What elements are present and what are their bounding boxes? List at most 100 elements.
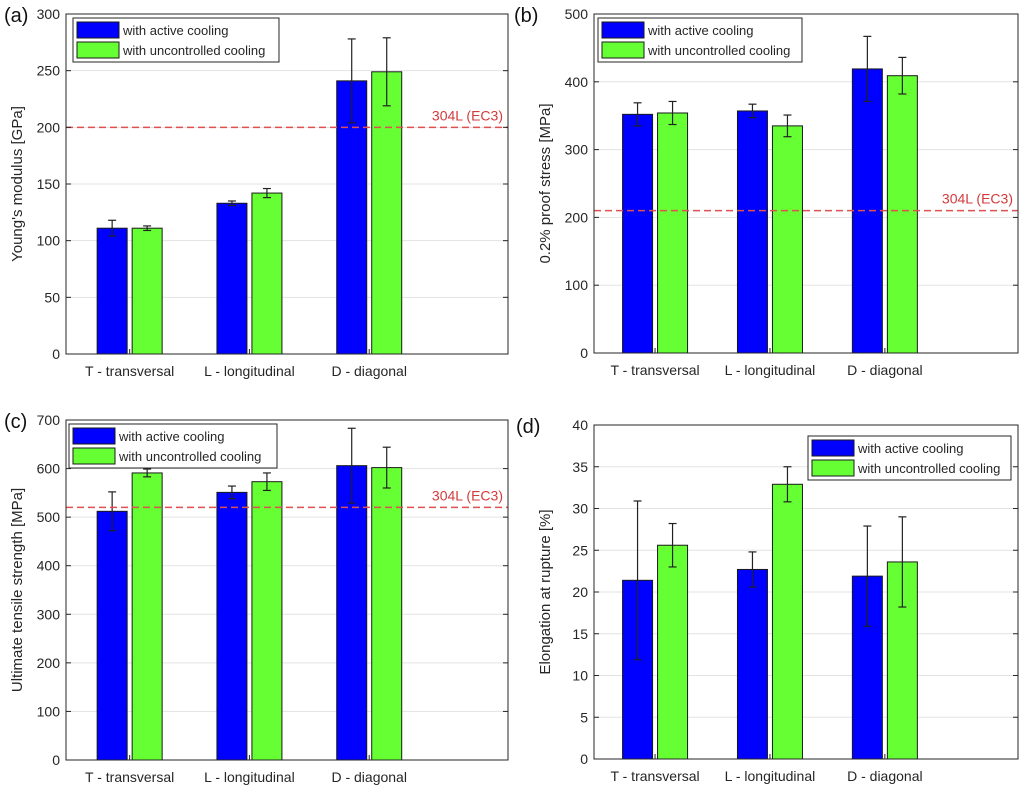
- x-tick-label: L - longitudinal: [725, 768, 816, 784]
- error-bar: [898, 56, 907, 95]
- legend-entry: with active cooling: [647, 23, 754, 38]
- y-tick-label: 200: [565, 209, 589, 225]
- bar-active-0: [96, 510, 128, 761]
- y-tick-label: 300: [37, 606, 61, 622]
- y-tick-label: 700: [37, 412, 61, 428]
- x-tick-label: T - transversal: [610, 768, 699, 784]
- legend-swatch-active: [601, 21, 645, 39]
- chart-panel-d: 0 5 10 15 20 25 30 35 40 T - transversal L - longi…: [516, 416, 1019, 784]
- error-bar: [633, 102, 642, 127]
- y-tick-label: 0: [580, 345, 588, 361]
- bar-active-1: [216, 491, 248, 761]
- bar-active-2: [851, 68, 883, 354]
- y-tick-label: 300: [37, 6, 61, 22]
- error-bar: [382, 37, 391, 107]
- y-tick-label: 0: [580, 751, 588, 767]
- bar-uncontrolled-0: [657, 544, 689, 760]
- axes-box: [593, 13, 1019, 354]
- legend-entry: with uncontrolled cooling: [122, 43, 265, 58]
- reference-line-label: 304L (EC3): [432, 487, 503, 503]
- y-tick-label: 30: [572, 501, 588, 517]
- x-tick-label: D - diagonal: [331, 769, 407, 785]
- error-bar: [863, 525, 872, 627]
- legend-swatch-uncontrolled: [72, 447, 116, 465]
- error-bar: [668, 522, 677, 568]
- bar-uncontrolled-1: [251, 192, 283, 355]
- panel-label: (a): [4, 5, 28, 27]
- error-bar: [347, 38, 356, 124]
- x-tick-label: L - longitudinal: [204, 769, 295, 785]
- error-bar: [143, 468, 152, 478]
- y-tick-label: 50: [44, 289, 60, 305]
- y-axis-label: Young's modulus [GPa]: [9, 106, 26, 262]
- error-bar: [108, 219, 117, 237]
- legend-entry: with uncontrolled cooling: [118, 449, 261, 464]
- reference-line-label: 304L (EC3): [432, 107, 503, 123]
- error-bar: [898, 516, 907, 608]
- legend-entry: with uncontrolled cooling: [647, 43, 790, 58]
- bar-active-0: [96, 227, 128, 355]
- bar-uncontrolled-0: [131, 472, 163, 761]
- y-tick-label: 100: [37, 703, 61, 719]
- y-tick-label: 150: [37, 176, 61, 192]
- y-tick-label: 20: [572, 584, 588, 600]
- bar-active-2: [336, 465, 368, 761]
- bar-uncontrolled-2: [371, 71, 403, 355]
- error-bar: [227, 485, 236, 500]
- bar-uncontrolled-1: [771, 125, 803, 354]
- bar-active-0: [622, 113, 654, 354]
- y-tick-label: 100: [565, 277, 589, 293]
- legend-entry: with uncontrolled cooling: [857, 461, 1000, 476]
- x-tick-label: T - transversal: [610, 362, 699, 378]
- panel-label: (b): [514, 5, 538, 27]
- y-tick-label: 0: [52, 752, 60, 768]
- chart-panel-b: 304L (EC3) 0 100 200 300 400 500 T - transversa…: [514, 5, 1019, 378]
- y-tick-label: 40: [572, 417, 588, 433]
- legend: with active cooling with uncontrolled coo…: [72, 17, 280, 63]
- bar-active-2: [336, 80, 368, 355]
- bar-uncontrolled-0: [131, 227, 163, 355]
- x-tick-label: L - longitudinal: [725, 362, 816, 378]
- bar-uncontrolled-2: [371, 467, 403, 761]
- error-bar: [748, 551, 757, 588]
- y-axis-label: 0.2% proof stress [MPa]: [537, 103, 554, 263]
- y-axis-label: Ultimate tensile strength [MPa]: [9, 488, 26, 692]
- y-tick-label: 250: [37, 63, 61, 79]
- y-tick-label: 35: [572, 459, 588, 475]
- error-bar: [382, 446, 391, 489]
- x-tick-label: D - diagonal: [847, 362, 923, 378]
- error-bar: [863, 35, 872, 103]
- panel-label: (c): [4, 411, 27, 433]
- y-tick-label: 500: [565, 6, 589, 22]
- y-tick-label: 300: [565, 142, 589, 158]
- bar-uncontrolled-1: [251, 481, 283, 761]
- y-tick-label: 400: [565, 74, 589, 90]
- error-bar: [748, 103, 757, 119]
- legend: with active cooling with uncontrolled coo…: [597, 17, 803, 63]
- legend-entry: with active cooling: [122, 23, 229, 38]
- legend-swatch-uncontrolled: [811, 459, 855, 477]
- bar-active-1: [736, 568, 768, 760]
- error-bar: [668, 100, 677, 126]
- y-tick-label: 500: [37, 509, 61, 525]
- error-bar: [633, 500, 642, 661]
- legend-entry: with active cooling: [118, 429, 225, 444]
- x-tick-label: D - diagonal: [331, 363, 407, 379]
- x-tick-label: L - longitudinal: [204, 363, 295, 379]
- error-bar: [262, 187, 271, 199]
- error-bar: [108, 491, 117, 532]
- legend-entry: with active cooling: [857, 441, 964, 456]
- error-bar: [347, 427, 356, 504]
- chart-panel-a: 304L (EC3) 0 50 100 150 200 250 300 T - transver…: [4, 5, 509, 379]
- y-tick-label: 100: [37, 233, 61, 249]
- error-bar: [262, 472, 271, 492]
- y-tick-label: 15: [572, 626, 588, 642]
- y-tick-label: 0: [52, 346, 60, 362]
- legend-swatch-uncontrolled: [76, 41, 120, 59]
- panel-label: (d): [516, 416, 540, 438]
- y-axis-label: Elongation at rupture [%]: [537, 509, 554, 674]
- legend-swatch-active: [76, 21, 120, 39]
- y-tick-label: 600: [37, 461, 61, 477]
- error-bar: [783, 114, 792, 138]
